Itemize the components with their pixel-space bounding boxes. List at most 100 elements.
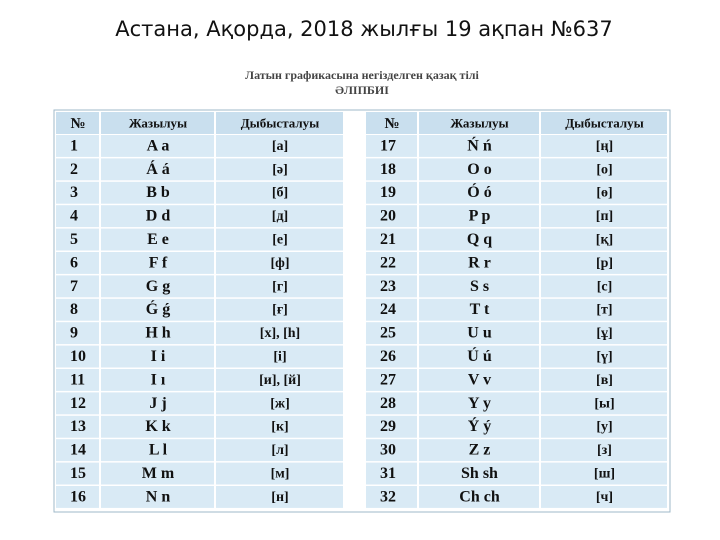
- cell-bg: [101, 322, 214, 345]
- cell-bg: [541, 392, 667, 415]
- letter: G g: [146, 278, 170, 295]
- cell-bg: [541, 298, 667, 321]
- table-caption: Латын графикасына негізделген қазақ тілі: [245, 68, 479, 82]
- cell-bg: [101, 158, 214, 181]
- sound: [м]: [271, 467, 290, 482]
- cell-bg: [56, 322, 99, 345]
- row-number: 19: [380, 184, 396, 201]
- letter: Sh sh: [461, 465, 498, 482]
- cell-bg: [56, 275, 99, 298]
- letter: L l: [149, 442, 168, 459]
- cell-bg: [419, 135, 539, 157]
- row-number: 28: [380, 395, 396, 412]
- sound: [ф]: [270, 256, 289, 271]
- cell-bg: [216, 252, 343, 274]
- cell-bg: [56, 392, 99, 415]
- cell-bg: [366, 205, 417, 228]
- row-number: 13: [70, 418, 86, 435]
- letter: Z z: [469, 442, 491, 459]
- cell-bg: [56, 369, 99, 391]
- sound: [ш]: [594, 467, 615, 482]
- row-number: 2: [70, 161, 78, 178]
- sound: [в]: [596, 373, 613, 388]
- cell-bg: [419, 345, 539, 368]
- sound: [д]: [272, 209, 288, 224]
- cell-bg: [56, 415, 99, 438]
- row-number: 17: [380, 137, 396, 154]
- header-text: №: [384, 116, 399, 132]
- header-cell: [541, 112, 667, 134]
- sound: [т]: [596, 303, 612, 318]
- row-number: 26: [380, 348, 396, 365]
- cell-bg: [419, 252, 539, 274]
- cell-bg: [541, 275, 667, 298]
- letter: D d: [146, 208, 171, 225]
- cell-bg: [366, 462, 417, 485]
- row-number: 32: [380, 488, 396, 505]
- sound: [о]: [596, 162, 612, 177]
- letter: S s: [470, 278, 489, 295]
- cell-bg: [366, 252, 417, 274]
- cell-bg: [541, 205, 667, 228]
- letter: Y y: [468, 395, 491, 412]
- row-number: 6: [70, 254, 78, 271]
- letter: O o: [467, 161, 491, 178]
- letter: Q q: [467, 231, 492, 248]
- cell-bg: [541, 135, 667, 157]
- sound: [і]: [273, 350, 286, 365]
- row-number: 4: [70, 208, 78, 225]
- cell-bg: [101, 392, 214, 415]
- letter: I ı: [151, 371, 166, 388]
- row-number: 9: [70, 325, 78, 342]
- cell-bg: [216, 275, 343, 298]
- header-text: №: [70, 116, 85, 132]
- cell-bg: [541, 158, 667, 181]
- letter: K k: [145, 418, 170, 435]
- cell-bg: [366, 415, 417, 438]
- cell-bg: [216, 181, 343, 204]
- cell-bg: [101, 135, 214, 157]
- sound: [к]: [271, 420, 288, 435]
- cell-bg: [216, 415, 343, 438]
- cell-bg: [419, 486, 539, 508]
- sound: [н]: [271, 490, 288, 505]
- letter: Á á: [146, 159, 170, 178]
- header-text: Жазылуы: [129, 115, 187, 130]
- cell-bg: [419, 392, 539, 415]
- cell-bg: [366, 369, 417, 391]
- cell-bg: [56, 298, 99, 321]
- letter: Ch ch: [459, 488, 500, 505]
- sound: [б]: [272, 186, 288, 201]
- row-number: 7: [70, 278, 78, 295]
- sound: [с]: [597, 279, 613, 294]
- sound: [р]: [596, 256, 613, 271]
- header-text: Дыбысталуы: [565, 115, 644, 130]
- sound: [ғ]: [272, 303, 288, 318]
- row-number: 8: [70, 301, 78, 318]
- cell-bg: [541, 369, 667, 391]
- cell-bg: [541, 462, 667, 485]
- cell-bg: [419, 298, 539, 321]
- cell-bg: [541, 439, 667, 462]
- row-number: 14: [70, 442, 86, 459]
- cell-bg: [366, 345, 417, 368]
- sound: [п]: [596, 209, 613, 224]
- letter: M m: [142, 465, 175, 482]
- sound: [л]: [271, 443, 288, 458]
- slide-title: Астана, Ақорда, 2018 жылғы 19 ақпан №637: [115, 17, 613, 41]
- cell-bg: [101, 228, 214, 251]
- cell-bg: [101, 252, 214, 274]
- cell-bg: [101, 369, 214, 391]
- cell-bg: [216, 205, 343, 228]
- cell-bg: [216, 345, 343, 368]
- letter: F f: [149, 254, 168, 271]
- row-number: 12: [70, 395, 86, 412]
- cell-bg: [101, 275, 214, 298]
- row-number: 20: [380, 208, 396, 225]
- letter: N n: [146, 488, 171, 505]
- letter: R r: [468, 254, 491, 271]
- sound: [ч]: [596, 490, 613, 505]
- letter: Ú ú: [467, 346, 492, 365]
- row-number: 3: [70, 184, 78, 201]
